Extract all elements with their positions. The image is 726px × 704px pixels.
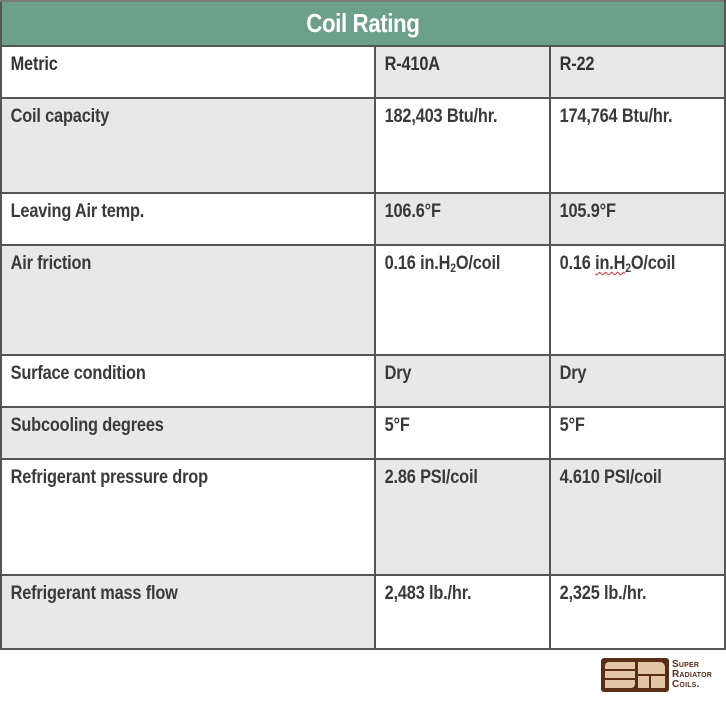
r22-cell: 5°F bbox=[548, 406, 726, 460]
table-title-row: Coil Rating bbox=[0, 0, 726, 47]
table-row: Surface condition Dry Dry bbox=[0, 354, 726, 408]
header-r410a: R-410A bbox=[374, 45, 551, 99]
r22-cell: 2,325 lb./hr. bbox=[548, 574, 726, 650]
r22-cell: 105.9°F bbox=[548, 192, 726, 246]
r22-cell: Dry bbox=[548, 354, 726, 408]
table-row: Leaving Air temp. 106.6°F 105.9°F bbox=[0, 192, 726, 246]
r410a-cell: 106.6°F bbox=[374, 192, 551, 246]
table-row: Air friction 0.16 in.H2O/coil 0.16 in.H2… bbox=[0, 244, 726, 356]
metric-cell: Leaving Air temp. bbox=[0, 192, 376, 246]
r410a-cell: 5°F bbox=[374, 406, 551, 460]
metric-cell: Air friction bbox=[0, 244, 376, 356]
metric-cell: Coil capacity bbox=[0, 97, 376, 194]
r410a-cell: Dry bbox=[374, 354, 551, 408]
r22-cell: 4.610 PSI/coil bbox=[548, 458, 726, 576]
header-metric: Metric bbox=[0, 45, 376, 99]
r410a-cell: 0.16 in.H2O/coil bbox=[374, 244, 551, 356]
table-row: Subcooling degrees 5°F 5°F bbox=[0, 406, 726, 460]
table-row: Refrigerant mass flow 2,483 lb./hr. 2,32… bbox=[0, 574, 726, 650]
r410a-cell: 2.86 PSI/coil bbox=[374, 458, 551, 576]
coil-rating-table: Coil Rating Metric R-410A R-22 Coil capa… bbox=[0, 0, 726, 650]
air-friction-value: 0.16 in.H2O/coil bbox=[559, 253, 676, 275]
header-r22: R-22 bbox=[548, 45, 726, 99]
sr-monogram-icon bbox=[601, 658, 669, 692]
coil-rating-table-container: Coil Rating Metric R-410A R-22 Coil capa… bbox=[0, 0, 726, 650]
metric-cell: Surface condition bbox=[0, 354, 376, 408]
super-radiator-coils-logo: Super Radiator Coils. bbox=[601, 658, 725, 692]
r22-cell: 0.16 in.H2O/coil bbox=[548, 244, 726, 356]
r22-cell: 174,764 Btu/hr. bbox=[548, 97, 726, 194]
air-friction-value: 0.16 in.H2O/coil bbox=[384, 253, 501, 275]
metric-cell: Subcooling degrees bbox=[0, 406, 376, 460]
table-row: Coil capacity 182,403 Btu/hr. 174,764 Bt… bbox=[0, 97, 726, 194]
metric-cell: Refrigerant pressure drop bbox=[0, 458, 376, 576]
r410a-cell: 2,483 lb./hr. bbox=[374, 574, 551, 650]
metric-cell: Refrigerant mass flow bbox=[0, 574, 376, 650]
spellcheck-underline: in.H2 bbox=[595, 253, 631, 275]
r410a-cell: 182,403 Btu/hr. bbox=[374, 97, 551, 194]
table-title-cell: Coil Rating bbox=[0, 0, 726, 47]
table-header-row: Metric R-410A R-22 bbox=[0, 45, 726, 99]
table-row: Refrigerant pressure drop 2.86 PSI/coil … bbox=[0, 458, 726, 576]
table-title: Coil Rating bbox=[306, 8, 420, 38]
logo-wordmark: Super Radiator Coils. bbox=[672, 659, 713, 690]
